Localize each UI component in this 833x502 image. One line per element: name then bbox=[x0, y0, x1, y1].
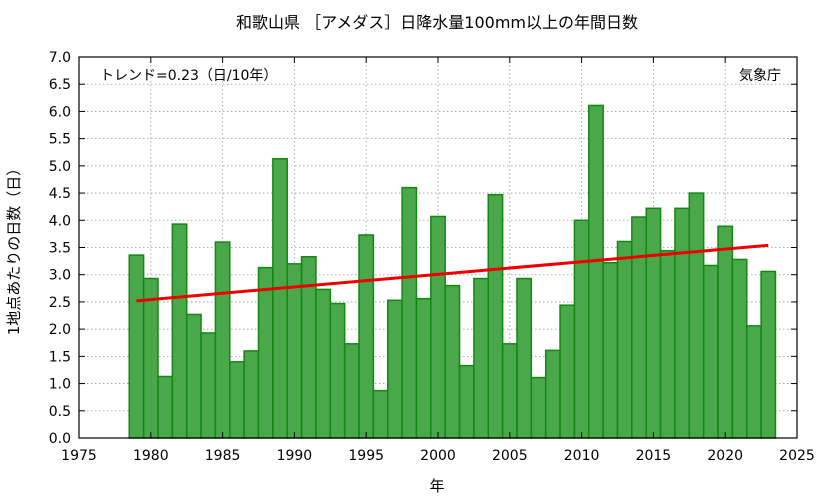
y-tick-label: 4.0 bbox=[49, 213, 71, 229]
y-tick-label: 6.0 bbox=[49, 104, 71, 120]
bar-2015 bbox=[645, 207, 662, 439]
y-tick-label: 5.0 bbox=[49, 159, 71, 175]
x-tick-label: 1980 bbox=[133, 448, 169, 464]
bar-1981 bbox=[157, 375, 174, 439]
y-tick-label: 5.5 bbox=[49, 132, 71, 148]
y-tick-label: 3.5 bbox=[49, 241, 71, 257]
x-tick-label: 1985 bbox=[205, 448, 241, 464]
bar-2004 bbox=[487, 193, 504, 439]
bar-1996 bbox=[372, 389, 389, 439]
bar-2019 bbox=[702, 264, 719, 439]
y-tick-label: 0.5 bbox=[49, 404, 71, 420]
y-tick-label: 3.0 bbox=[49, 268, 71, 284]
bar-2013 bbox=[616, 240, 633, 439]
bar-1987 bbox=[243, 350, 260, 439]
bar-2014 bbox=[631, 216, 647, 439]
bar-1982 bbox=[171, 223, 188, 439]
bar-2006 bbox=[516, 277, 533, 439]
y-tick-label: 2.5 bbox=[49, 295, 71, 311]
chart-title: 和歌山県 ［アメダス］日降水量100mm以上の年間日数 bbox=[236, 13, 638, 32]
y-tick-labels: 0.0 0.5 1.0 1.5 2.0 2.5 3.0 3.5 4.0 4.5 5.0 5.5 6.0 6… bbox=[49, 50, 71, 447]
bar-1985 bbox=[214, 241, 231, 439]
x-tick-label: 2005 bbox=[492, 448, 528, 464]
bar-2005 bbox=[501, 343, 518, 439]
y-tick-label: 1.0 bbox=[49, 377, 71, 393]
bar-2016 bbox=[659, 250, 676, 439]
bar-1989 bbox=[272, 158, 288, 439]
bar-1980 bbox=[142, 277, 159, 439]
axis-ticks bbox=[78, 56, 798, 439]
y-tick-label: 7.0 bbox=[49, 50, 71, 66]
trend-line-group bbox=[136, 243, 769, 303]
bar-2010 bbox=[573, 219, 590, 439]
bar-2009 bbox=[559, 304, 576, 439]
bar-2002 bbox=[458, 364, 475, 439]
bar-1988 bbox=[257, 266, 274, 439]
bar-1994 bbox=[343, 343, 360, 439]
bar-2020 bbox=[717, 225, 734, 439]
bar-2012 bbox=[602, 261, 619, 439]
y-tick-label: 0.0 bbox=[49, 431, 71, 447]
agency-label: 気象庁 bbox=[739, 68, 781, 84]
y-tick-label: 4.5 bbox=[49, 186, 71, 202]
bar-2021 bbox=[731, 258, 748, 439]
x-tick-label: 2020 bbox=[707, 448, 743, 464]
trend-line bbox=[136, 243, 769, 303]
bar-2017 bbox=[674, 207, 691, 439]
bar-2000 bbox=[430, 215, 446, 439]
y-axis-title: 1地点あたりの日数（日） bbox=[5, 161, 23, 336]
x-tick-label: 2015 bbox=[636, 448, 672, 464]
bar-2008 bbox=[544, 349, 561, 439]
bar-1999 bbox=[415, 297, 432, 439]
bar-1990 bbox=[286, 263, 303, 439]
x-tick-label: 2000 bbox=[420, 448, 456, 464]
trend-label: トレンド=0.23（日/10年） bbox=[100, 68, 277, 84]
bar-1993 bbox=[329, 302, 346, 439]
bar-2022 bbox=[745, 325, 762, 439]
bar-1986 bbox=[229, 361, 245, 439]
x-axis-title: 年 bbox=[429, 477, 444, 495]
x-tick-label: 2010 bbox=[564, 448, 600, 464]
bar-2001 bbox=[444, 284, 461, 439]
bar-1983 bbox=[185, 313, 202, 439]
bar-1984 bbox=[200, 332, 217, 439]
bar-1992 bbox=[315, 288, 332, 439]
x-tick-label: 1975 bbox=[61, 448, 97, 464]
x-tick-label: 1990 bbox=[277, 448, 313, 464]
y-tick-label: 6.5 bbox=[49, 77, 71, 93]
y-tick-label: 2.0 bbox=[49, 322, 71, 338]
bar-2023 bbox=[760, 270, 777, 439]
bar-1998 bbox=[401, 186, 418, 439]
bar-1997 bbox=[386, 299, 403, 439]
bar-2007 bbox=[530, 376, 547, 439]
bar-2003 bbox=[473, 277, 490, 439]
x-tick-labels: 1975 1980 1985 1990 1995 2000 2005 2010 2015 2020… bbox=[61, 448, 815, 464]
x-tick-label: 1995 bbox=[348, 448, 384, 464]
x-tick-label: 2025 bbox=[779, 448, 815, 464]
bar-1979 bbox=[128, 254, 145, 439]
y-tick-label: 1.5 bbox=[49, 349, 71, 365]
bar-2018 bbox=[688, 192, 705, 439]
bar-2011 bbox=[588, 104, 604, 439]
bar-1995 bbox=[358, 234, 375, 439]
